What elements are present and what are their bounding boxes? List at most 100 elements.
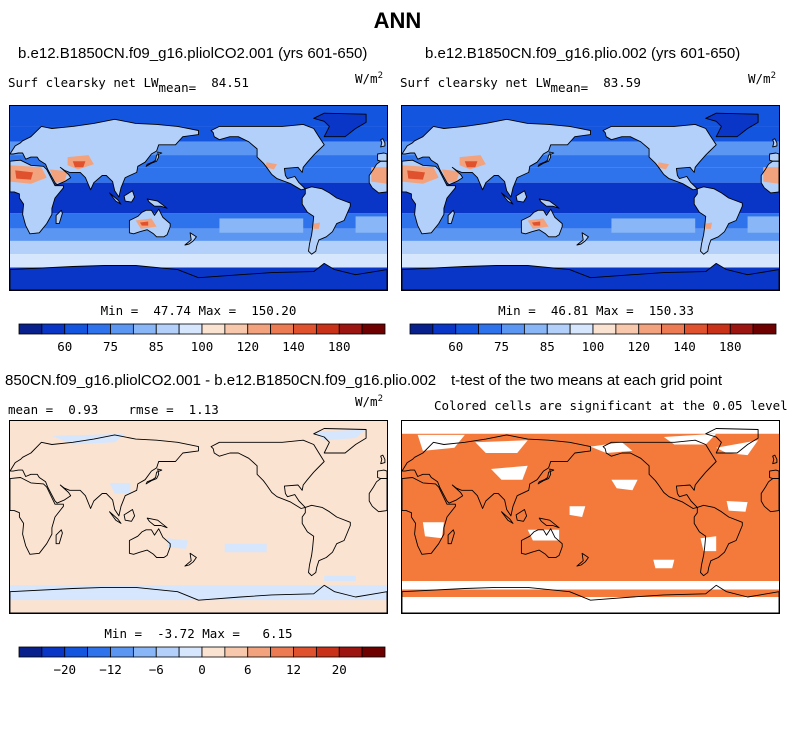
main-title: ANN bbox=[373, 8, 422, 33]
coastline bbox=[380, 454, 386, 465]
hot-patch bbox=[407, 170, 425, 180]
colorbar-cell bbox=[64, 323, 89, 335]
warm-patch bbox=[49, 169, 68, 183]
coastline bbox=[402, 262, 779, 290]
coastline bbox=[10, 477, 64, 555]
coastline bbox=[772, 454, 778, 465]
colorbar-cell bbox=[523, 323, 548, 335]
coastline bbox=[146, 517, 168, 529]
colorbar-cell bbox=[87, 646, 111, 658]
coastline bbox=[10, 159, 64, 235]
stats-label-diff: mean = 0.93 rmse = 1.13 bbox=[8, 402, 219, 417]
colorbar-tick-label: 100 bbox=[191, 339, 214, 354]
subantarctic-band bbox=[402, 261, 779, 268]
colorbar-tick-label: 85 bbox=[540, 339, 555, 354]
antarctic-band bbox=[10, 593, 387, 601]
coastline bbox=[705, 428, 759, 454]
coastline bbox=[402, 584, 779, 613]
variable-label-case1: Surf clearsky net LWmean= 84.51 bbox=[8, 75, 249, 95]
panel-subtitle-ttest: Colored cells are significant at the 0.0… bbox=[434, 398, 788, 413]
coastline bbox=[210, 439, 325, 509]
land-fill bbox=[539, 199, 560, 209]
colorbar-tick-label: 12 bbox=[286, 662, 301, 677]
colorbar-tick-label: 120 bbox=[236, 339, 259, 354]
nonsignificant-patch bbox=[491, 465, 528, 480]
colorbar-cell bbox=[155, 646, 180, 658]
colorbar-cell bbox=[64, 646, 89, 658]
hot-patch bbox=[531, 221, 541, 226]
warm-patch bbox=[441, 169, 460, 183]
coastline bbox=[10, 434, 199, 517]
units-label-case1: W/m2 bbox=[355, 71, 383, 87]
land-fill bbox=[694, 186, 743, 255]
negative-patch bbox=[167, 538, 188, 549]
colorbar-cell bbox=[638, 323, 663, 335]
land-fill bbox=[302, 186, 351, 255]
land-fill bbox=[313, 113, 367, 137]
subtropical-band bbox=[611, 218, 696, 233]
subantarctic-band bbox=[10, 261, 387, 268]
colorbar-tick-label: 85 bbox=[149, 339, 164, 354]
coastline bbox=[380, 138, 386, 148]
coastline bbox=[602, 439, 717, 509]
coastline bbox=[538, 517, 560, 529]
land-fill bbox=[448, 210, 455, 224]
colorbar-cell bbox=[178, 646, 203, 658]
colorbar-cell bbox=[752, 323, 777, 335]
minmax-diff: Min = -3.72 Max = 6.15 bbox=[104, 626, 293, 641]
coastline bbox=[576, 552, 589, 567]
colorbar-tick-label: 75 bbox=[103, 339, 118, 354]
land-fill bbox=[538, 152, 554, 167]
coastline bbox=[538, 198, 560, 209]
coastline bbox=[402, 477, 456, 555]
map-diff-svg bbox=[10, 421, 387, 613]
colorbar-tick-label: 60 bbox=[448, 339, 463, 354]
land-fill bbox=[124, 190, 135, 203]
colorbar-tick-label: 180 bbox=[719, 339, 742, 354]
panel-title-diff: 850CN.f09_g16.pliolCO2.001 - b.e12.B1850… bbox=[5, 372, 437, 389]
colorbar-cell bbox=[247, 323, 272, 335]
colorbar-cell bbox=[110, 323, 134, 335]
colorbar-cell bbox=[41, 323, 66, 335]
colorbar-cell bbox=[661, 323, 685, 335]
ocean-band bbox=[10, 254, 387, 266]
warm-patch bbox=[313, 222, 320, 229]
colorbar-diff: −20 −12 −6 0 6 12 20 bbox=[18, 646, 386, 683]
coastline bbox=[145, 468, 163, 485]
colorbar-cell bbox=[615, 323, 640, 335]
coastline bbox=[515, 509, 528, 522]
coastline bbox=[515, 190, 528, 203]
warm-patch bbox=[705, 222, 712, 229]
coastline bbox=[210, 123, 325, 191]
coastline bbox=[501, 192, 514, 205]
coastline bbox=[693, 504, 743, 577]
coastline bbox=[377, 152, 387, 162]
land-fill bbox=[147, 199, 168, 209]
coastline bbox=[772, 138, 778, 148]
coastline bbox=[501, 511, 514, 524]
negative-patch bbox=[324, 575, 356, 581]
nonsignificant-patch bbox=[475, 440, 528, 453]
coastline bbox=[520, 208, 563, 238]
colorbar-tick-label: 20 bbox=[332, 662, 347, 677]
colorbar-tick-label: 0 bbox=[198, 662, 206, 677]
land-fill bbox=[10, 263, 387, 290]
coastline bbox=[301, 186, 351, 255]
colorbar-tick-label: −20 bbox=[53, 662, 76, 677]
colorbar-tick-label: 120 bbox=[627, 339, 650, 354]
nonsignificant-patch bbox=[611, 479, 638, 491]
coastline bbox=[123, 190, 136, 203]
negative-patch bbox=[224, 543, 267, 553]
minmax-case1: Min = 47.74 Max = 150.20 bbox=[100, 303, 297, 318]
colorbar-tick-label: −6 bbox=[149, 662, 164, 677]
colorbar-cell bbox=[18, 323, 43, 335]
land-fill bbox=[184, 232, 197, 245]
warm-patch bbox=[265, 162, 277, 170]
coastline bbox=[447, 529, 455, 545]
nonsignificant-patch bbox=[402, 597, 779, 613]
coastline bbox=[402, 159, 456, 235]
coastline bbox=[693, 186, 743, 255]
colorbar-cell bbox=[293, 646, 317, 658]
nonsignificant-patch bbox=[402, 421, 779, 434]
panel-title-ttest: t-test of the two means at each grid poi… bbox=[451, 372, 722, 389]
